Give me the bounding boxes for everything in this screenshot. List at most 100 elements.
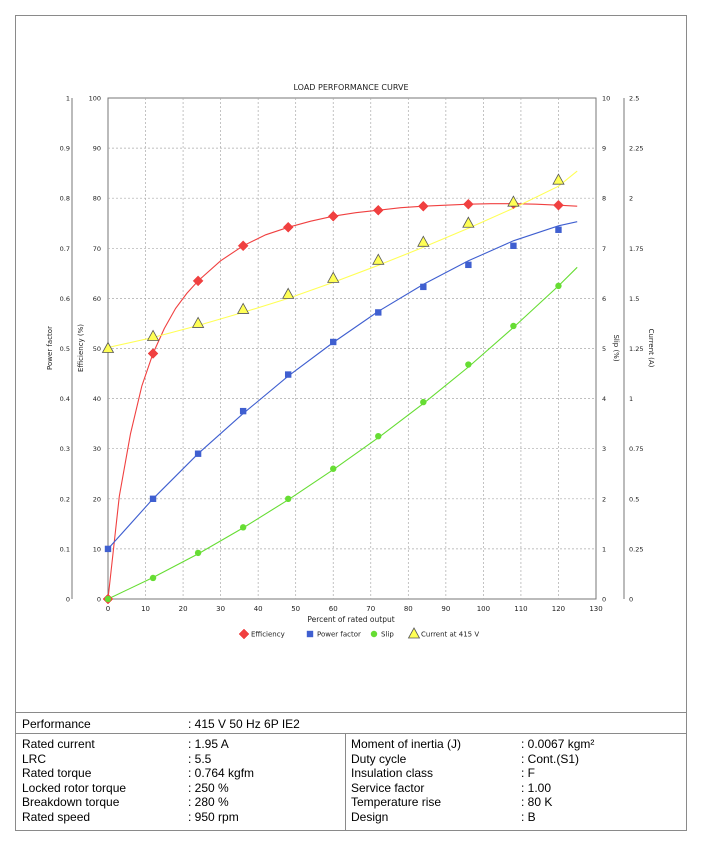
motor-spec-table: Performance : 415 V 50 Hz 6P IE2 Rated c… <box>15 712 687 831</box>
power-factor-tick-label: 0.9 <box>60 145 70 153</box>
current-tick-label: 1.25 <box>629 345 643 353</box>
current-at-415-v-point <box>327 271 340 283</box>
power-factor-tick-label: 0.3 <box>60 445 70 453</box>
slip-point <box>284 495 292 502</box>
current-at-415-v-point <box>236 302 250 314</box>
x-tick-label: 30 <box>216 605 225 613</box>
power-factor-point <box>420 283 427 291</box>
spec-value: : F <box>521 766 535 780</box>
efficiency-point <box>372 204 384 216</box>
spec-value: : 0.764 kgfm <box>188 766 255 780</box>
legend-label: Efficiency <box>251 631 285 639</box>
efficiency-tick-label: 90 <box>93 145 101 153</box>
x-tick-label: 50 <box>291 605 300 613</box>
current-tick-label: 0.25 <box>629 545 643 553</box>
current-tick-label: 1.5 <box>629 295 639 303</box>
power-factor-point <box>149 495 157 502</box>
slip-point <box>510 322 517 330</box>
current-tick-label: 1 <box>629 395 633 403</box>
spec-label: Breakdown torque <box>22 795 120 809</box>
power-factor-point <box>375 309 382 316</box>
efficiency-tick-label: 40 <box>93 395 101 403</box>
slip-tick-label: 6 <box>602 295 606 303</box>
current-at-415-v-point <box>282 287 295 299</box>
spec-row: Rated torque: 0.764 kgfm Insulation class… <box>15 766 687 780</box>
efficiency-point <box>147 348 159 359</box>
x-tick-label: 90 <box>441 605 450 613</box>
performance-value: : 415 V 50 Hz 6P IE2 <box>188 717 300 731</box>
slip-curve <box>107 266 578 600</box>
current-tick-label: 2 <box>629 195 633 203</box>
power-factor-point <box>284 371 292 378</box>
spec-value: : 80 K <box>521 795 553 809</box>
chart-legend: Efficiency Power factor Slip Current at 415… <box>238 627 479 640</box>
slip-tick-label: 2 <box>602 495 606 503</box>
efficiency-point <box>327 210 339 222</box>
power-factor-tick-label: 0.5 <box>60 345 70 353</box>
spec-label: LRC <box>22 751 47 766</box>
legend-marker <box>306 630 314 638</box>
slip-tick-label: 3 <box>602 445 606 453</box>
current-at-415-v-point <box>101 341 115 353</box>
datasheet-frame <box>15 15 687 831</box>
current-at-415-v-point <box>146 329 160 341</box>
current-tick-label: 2.25 <box>629 145 643 153</box>
current-at-415-v-point <box>191 316 205 328</box>
efficiency-tick-label: 50 <box>93 345 101 353</box>
spec-label: Duty cycle <box>351 751 407 766</box>
efficiency-point <box>192 275 204 287</box>
spec-row: Rated current: 1.95 A Moment of inertia (… <box>15 737 687 751</box>
current-at-415-v-point <box>462 216 475 228</box>
efficiency-axis-label: Efficiency (%) <box>77 324 85 372</box>
current-axis-label: Current (A) <box>647 329 655 368</box>
slip-tick-label: 8 <box>602 195 606 203</box>
spec-value: : 280 % <box>188 795 229 809</box>
efficiency-point <box>282 221 294 233</box>
efficiency-tick-label: 10 <box>93 545 101 553</box>
x-tick-label: 130 <box>589 605 602 613</box>
slip-tick-label: 7 <box>602 245 606 253</box>
power-factor-tick-label: 0.2 <box>60 495 70 503</box>
chart-title: LOAD PERFORMANCE CURVE <box>293 83 408 92</box>
spec-value: : B <box>521 809 536 824</box>
spec-value: : 1.95 A <box>188 737 229 751</box>
chart-markers <box>101 173 565 605</box>
spec-label: Insulation class <box>351 766 434 780</box>
spec-label: Locked rotor torque <box>22 780 127 795</box>
spec-label: Design <box>351 809 389 824</box>
slip-point <box>375 432 382 440</box>
x-tick-label: 100 <box>477 605 490 613</box>
legend-marker <box>407 627 421 639</box>
current-tick-label: 2.5 <box>629 95 639 103</box>
x-tick-label: 80 <box>404 605 413 613</box>
slip-tick-label: 9 <box>602 145 606 153</box>
legend-marker <box>238 628 250 640</box>
legend-label: Slip <box>381 631 394 639</box>
current-tick-label: 0 <box>629 596 633 604</box>
power-factor-point <box>330 338 337 346</box>
power-factor-curve <box>107 221 578 550</box>
current-tick-label: 0.5 <box>629 495 639 503</box>
efficiency-tick-label: 70 <box>93 245 101 253</box>
slip-point <box>555 282 562 290</box>
current-at-415-v-point <box>417 235 430 247</box>
x-tick-label: 120 <box>552 605 565 613</box>
load-performance-chart: LOAD PERFORMANCE CURVE 0 10 20 30 40 50 60 70 80… <box>46 83 655 640</box>
x-tick-label: 60 <box>329 605 338 613</box>
x-tick-label: 20 <box>179 605 188 613</box>
efficiency-point <box>553 199 564 211</box>
power-factor-point <box>555 226 562 233</box>
spec-value: : Cont.(S1) <box>521 751 580 766</box>
slip-tick-label: 4 <box>602 395 606 403</box>
power-factor-point <box>104 545 112 553</box>
current-tick-label: 0.75 <box>629 445 643 453</box>
chart-grid <box>107 97 597 600</box>
efficiency-tick-label: 20 <box>93 495 101 503</box>
current-at-415-v-point <box>507 195 520 207</box>
spec-label: Moment of inertia (J) <box>351 737 462 751</box>
power-factor-tick-label: 0.6 <box>60 295 70 303</box>
slip-axis-label: Slip (%) <box>612 334 620 361</box>
chart-axes: 0 10 20 30 40 50 60 70 80 90 100 110 120 13000.10.20.… <box>60 95 644 614</box>
spec-label: Temperature rise <box>351 795 442 809</box>
spec-row: Breakdown torque : 280 % Temperature rise:… <box>15 795 687 809</box>
